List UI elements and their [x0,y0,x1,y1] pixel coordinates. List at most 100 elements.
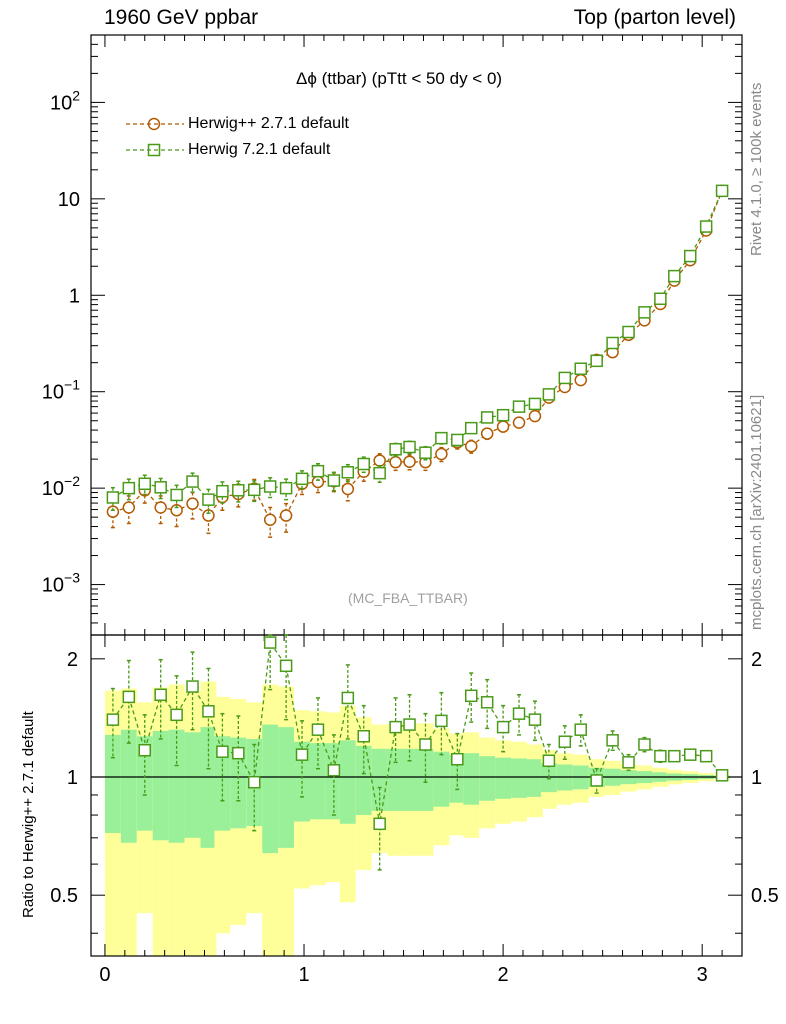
data-point-1 [263,480,277,493]
data-point-0 [373,454,386,467]
ratio-point [403,718,416,731]
data-point-1 [654,292,667,306]
ratio-band-1sigma [540,763,557,793]
data-point-1 [451,433,464,447]
legend-entry-herwigpp: Herwig++ 2.7.1 default [126,115,349,133]
ratio-band-1sigma [401,748,418,811]
ratio-point [480,696,494,709]
data-point-0 [311,475,325,489]
ratio-band-1sigma [495,757,512,799]
data-point-1 [574,362,587,376]
ratio-band-1sigma [309,743,326,820]
data-point-1 [373,466,386,480]
data-point-1 [528,397,542,411]
data-point-1 [496,408,510,422]
y-tick-label: 102 [50,87,80,114]
ratio-band-1sigma [214,736,231,831]
legend-marker-circle-icon [126,117,184,131]
data-point-1 [186,475,199,488]
data-point-1 [403,440,416,454]
legend-entry-herwig7: Herwig 7.2.1 default [126,141,331,159]
data-point-0 [279,509,293,522]
ratio-point [496,720,510,734]
data-point-1 [279,481,293,495]
mcplots-reference-label: mcplots.cern.ch [arXiv:2401.10621] [748,394,765,630]
ratio-point [699,749,713,763]
legend-label-herwig7: Herwig 7.2.1 default [188,141,331,158]
ratio-band-1sigma [371,748,388,811]
data-point-0 [389,455,402,469]
ratio-point [558,735,572,748]
ratio-band-1sigma [136,736,153,831]
ratio-point [341,691,355,705]
data-point-1 [122,481,136,495]
data-point-0 [528,409,542,423]
y-tick-label: 10−3 [42,570,80,597]
data-point-0 [496,420,510,433]
ratio-point [574,723,587,736]
energy-label: 1960 GeV ppbar [104,6,259,29]
data-point-1 [389,443,402,456]
process-label: Top (parton level) [573,6,736,29]
ratio-band-1sigma [184,732,201,838]
ratio-line [112,640,723,824]
data-point-1 [435,431,448,445]
legend-label-herwigpp: Herwig++ 2.7.1 default [188,115,349,132]
ratio-tick-label-right: 1 [751,767,762,789]
series-line-0 [112,190,723,521]
data-point-0 [106,505,120,518]
ratio-point [154,688,167,702]
data-point-0 [170,503,183,517]
ratio-point [590,774,603,787]
ratio-band-1sigma [168,729,185,843]
data-point-1 [202,493,215,506]
ratio-point [715,769,729,782]
x-tick-label: 1 [298,964,309,986]
data-point-1 [216,484,229,498]
y-tick-exponent: −1 [64,377,80,393]
data-point-0 [122,501,136,514]
ratio-band-1sigma [355,745,372,816]
ratio-band-1sigma [526,759,543,797]
ratio-tick-label-left: 0.5 [50,885,78,907]
ratio-band-1sigma [152,730,169,841]
data-point-1 [106,491,120,504]
ratio-point [295,748,309,761]
ratio-band-1sigma [262,724,279,854]
x-tick-label: 0 [99,964,110,986]
ratio-point [138,743,152,757]
data-point-1 [668,269,681,283]
data-point-0 [464,439,478,453]
data-point-1 [512,400,526,413]
data-point-1 [542,388,556,401]
ratio-point [327,764,341,777]
data-point-1 [480,411,494,424]
ratio-band-1sigma [278,727,295,848]
data-point-0 [263,513,277,527]
ratio-point [279,659,293,673]
ratio-band-1sigma [511,758,527,798]
ratio-point [464,689,478,703]
y-tick-exponent: 2 [72,87,80,103]
data-point-1 [311,464,325,478]
ratio-tick-label-right: 2 [751,649,762,671]
data-point-1 [558,371,572,385]
ratio-band-1sigma [104,734,121,834]
y-tick-exponent: −3 [64,570,80,586]
data-point-1 [170,488,183,502]
ratio-band-1sigma [339,740,356,824]
legend-marker-square-icon [126,143,184,157]
data-point-1 [590,354,603,368]
ratio-axis-label: Ratio to Herwig++ 2.7.1 default [20,711,37,918]
plot-title: Δϕ (ttbar) (pTtt < 50 dy < 0) [296,69,503,88]
data-point-1 [638,306,651,319]
ratio-point [668,749,681,763]
ratio-point [170,708,183,722]
data-point-0 [574,373,587,387]
plot-frames-and-ticks [90,34,743,957]
ratio-plot-frame [90,634,743,957]
ratio-point [357,730,370,743]
data-point-1 [464,421,478,435]
ratio-point [106,713,120,726]
data-series [106,184,729,871]
